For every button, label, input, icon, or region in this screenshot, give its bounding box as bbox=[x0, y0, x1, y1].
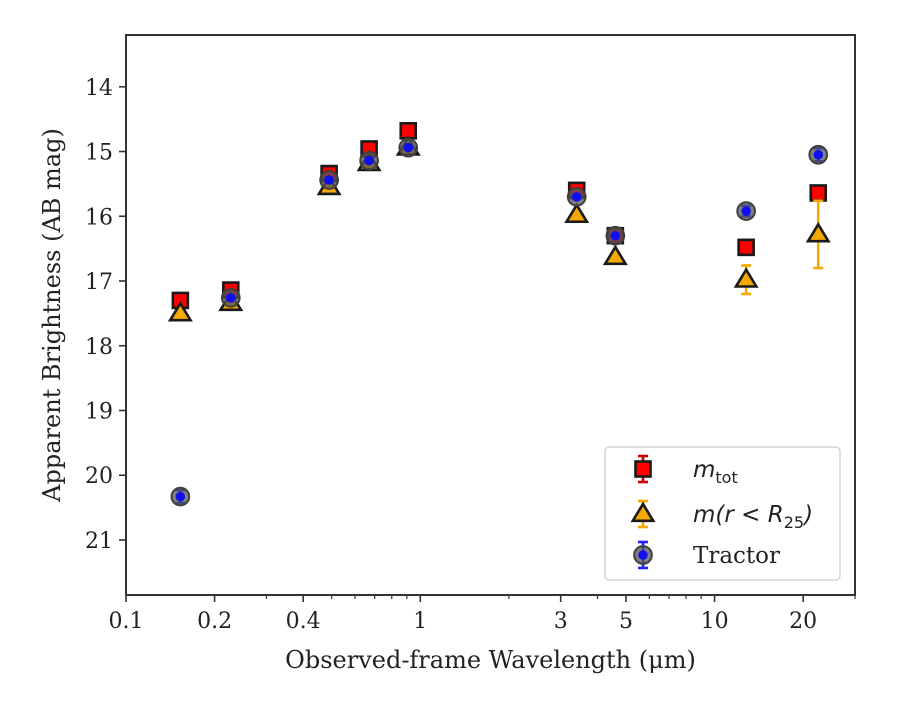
x-tick-label: 20 bbox=[789, 609, 817, 634]
data-point bbox=[736, 201, 756, 221]
data-point bbox=[805, 221, 831, 243]
circle-core bbox=[610, 230, 621, 241]
x-tick-label: 1 bbox=[413, 609, 427, 634]
x-tick-label: 3 bbox=[554, 609, 568, 634]
legend-label: m(r < R25) bbox=[693, 502, 813, 532]
y-tick-label: 18 bbox=[85, 335, 113, 360]
data-point bbox=[733, 267, 759, 288]
data-point bbox=[737, 238, 755, 257]
circle-core bbox=[175, 491, 186, 502]
legend: mtot m(r < R25) Tractor bbox=[604, 446, 841, 581]
data-point bbox=[566, 187, 587, 207]
circle-core bbox=[741, 206, 751, 216]
legend-label: Tractor bbox=[693, 543, 780, 569]
x-tick-label: 0.1 bbox=[109, 609, 144, 634]
data-point bbox=[167, 300, 193, 322]
axis-ticks: 0.1 0.2 0.4 1 3 5 10 20 14 15 16 17 18 19 20 21 bbox=[85, 76, 856, 634]
x-axis-label: Observed-frame Wavelength (μm) bbox=[285, 646, 696, 674]
legend-label: mtot bbox=[693, 457, 738, 487]
circle-core bbox=[364, 155, 374, 166]
y-tick-label: 17 bbox=[85, 270, 113, 295]
y-tick-label: 15 bbox=[85, 141, 113, 166]
x-tick-label: 0.2 bbox=[197, 609, 232, 634]
plot-frame bbox=[125, 34, 856, 596]
circle-core bbox=[403, 142, 413, 153]
legend-box bbox=[604, 446, 841, 581]
data-point bbox=[602, 244, 628, 266]
y-tick-label: 20 bbox=[85, 464, 113, 489]
data-point bbox=[564, 202, 590, 224]
y-axis-label: Apparent Brightness (AB mag) bbox=[38, 128, 66, 503]
x-tick-label: 0.4 bbox=[286, 609, 321, 634]
circle-core bbox=[226, 293, 236, 303]
legend-marker bbox=[630, 501, 656, 523]
data-point bbox=[808, 144, 829, 165]
circle-core bbox=[571, 192, 582, 202]
y-tick-label: 16 bbox=[85, 205, 113, 230]
legend-marker bbox=[634, 460, 652, 478]
data-point bbox=[398, 137, 419, 158]
x-tick-label: 5 bbox=[619, 609, 633, 634]
series-2 bbox=[170, 137, 829, 507]
legend-marker bbox=[633, 545, 653, 565]
data-point bbox=[319, 170, 339, 190]
circle-core bbox=[813, 150, 823, 160]
data-point bbox=[359, 150, 379, 171]
data-point bbox=[220, 288, 241, 308]
y-tick-label: 14 bbox=[85, 76, 113, 101]
series-0 bbox=[171, 122, 828, 310]
circle-core bbox=[638, 550, 648, 560]
data-point bbox=[170, 486, 191, 507]
y-tick-label: 21 bbox=[85, 529, 113, 554]
data-point bbox=[605, 225, 626, 246]
data-point bbox=[809, 184, 828, 202]
circle-core bbox=[324, 175, 334, 185]
x-tick-label: 10 bbox=[701, 609, 729, 634]
data-points bbox=[167, 122, 831, 507]
y-tick-label: 19 bbox=[85, 399, 113, 424]
